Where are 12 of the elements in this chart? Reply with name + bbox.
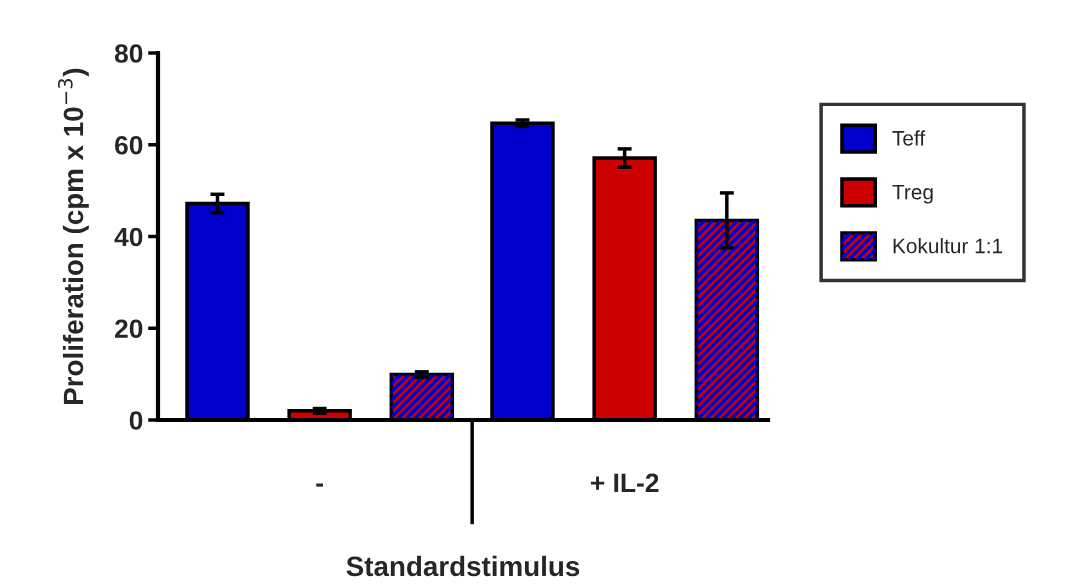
legend-label: Kokultur 1:1 — [893, 238, 1003, 254]
y-tick-label: 60 — [115, 135, 143, 155]
y-tick-label: 0 — [129, 411, 143, 430]
legend-label: Treg — [892, 184, 933, 204]
y-tick-label: 80 — [114, 44, 143, 63]
y-tick-label: 40 — [114, 227, 143, 247]
x-tick-label: + IL-2 — [590, 473, 659, 492]
y-axis-title: Proliferation (cpm x 10$^{−3}$) — [57, 68, 89, 404]
x-tick-label: - — [316, 483, 323, 487]
y-tick-label: 20 — [114, 319, 143, 339]
x-axis-title: Standardstimulus — [346, 555, 580, 577]
legend-label: Teff — [892, 130, 926, 146]
